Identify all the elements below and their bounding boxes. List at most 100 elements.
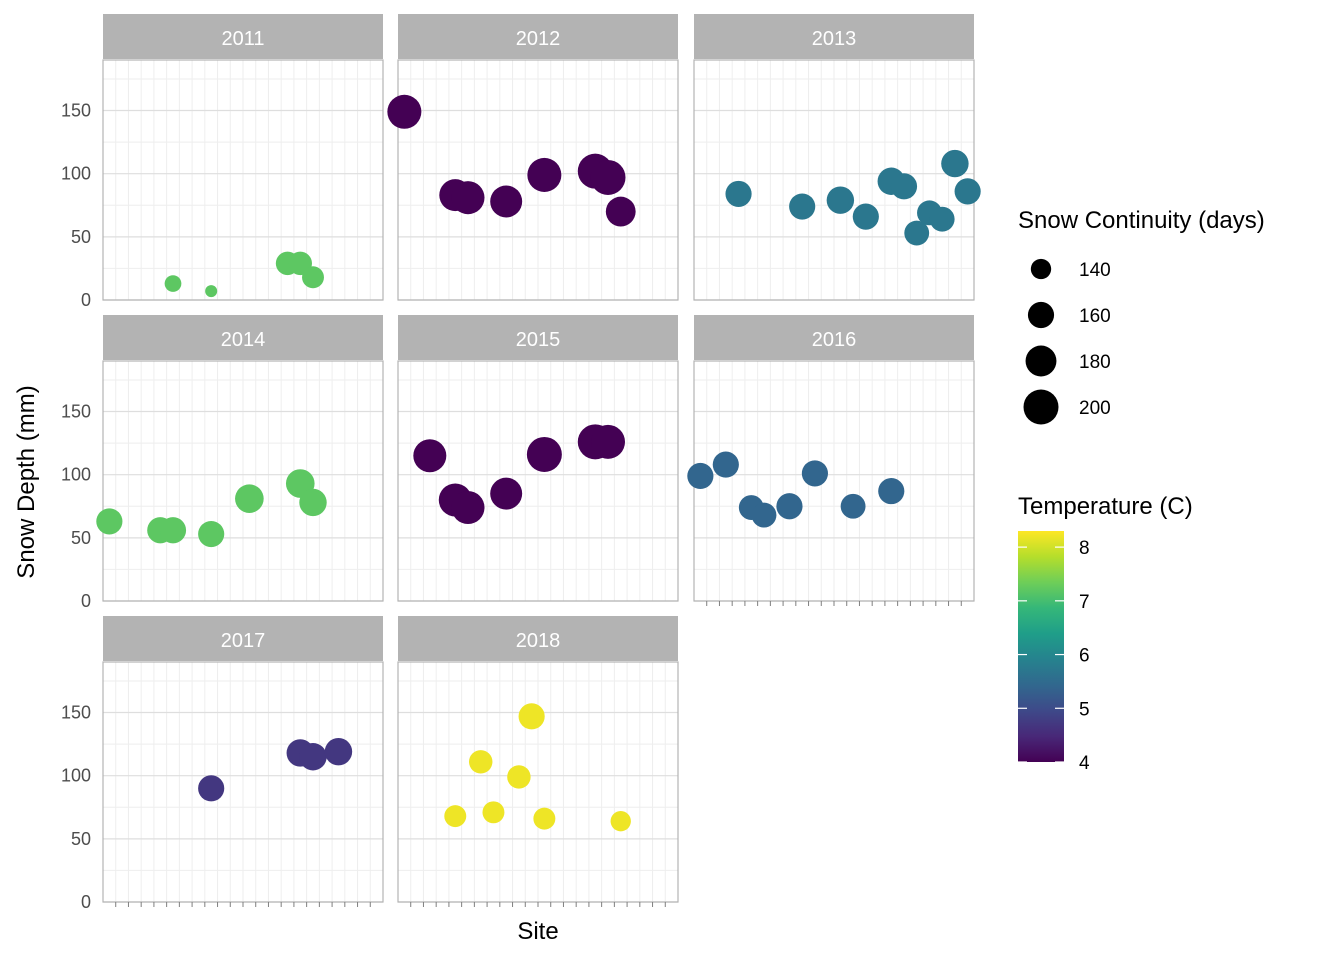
- data-point: [941, 149, 969, 178]
- facet-strip: [398, 315, 678, 360]
- data-point: [469, 750, 493, 774]
- facet-strip-label: 2015: [516, 329, 561, 351]
- x-axis-title: Site: [517, 918, 558, 945]
- data-point: [954, 178, 981, 205]
- data-point: [444, 805, 467, 828]
- y-tick-label: 100: [61, 465, 91, 485]
- color-legend-title: Temperature (C): [1018, 493, 1193, 520]
- color-legend-label: 6: [1079, 646, 1090, 667]
- data-point: [482, 801, 505, 824]
- color-legend-label: 7: [1079, 592, 1090, 613]
- color-legend-label: 5: [1079, 699, 1090, 720]
- y-tick-label: 50: [71, 227, 91, 247]
- y-tick-label: 150: [61, 703, 91, 723]
- facet-strip-label: 2011: [221, 28, 264, 50]
- data-point: [490, 477, 523, 510]
- facet-strip: [398, 616, 678, 661]
- panel-border: [102, 59, 384, 301]
- data-point: [299, 743, 327, 771]
- color-legend-bar: [1018, 531, 1064, 762]
- facet-strip-label: 2017: [221, 630, 266, 652]
- size-legend-title: Snow Continuity (days): [1018, 207, 1265, 234]
- data-point: [198, 775, 225, 802]
- data-point: [687, 462, 714, 490]
- y-tick-label: 50: [71, 829, 91, 849]
- facet-strip: [103, 14, 383, 59]
- color-legend: Temperature (C) 4 5 6 7 8: [1018, 493, 1193, 774]
- panel-border: [102, 360, 384, 602]
- data-point: [526, 436, 562, 472]
- data-point: [159, 517, 187, 544]
- facet-panel-2011: 2011 0 50 100 150: [61, 14, 384, 310]
- facet-panel-2014: 2014 0 50 100 150: [61, 315, 384, 611]
- color-legend-label: 8: [1079, 538, 1090, 559]
- y-tick-label: 100: [61, 766, 91, 786]
- data-point: [852, 203, 879, 230]
- facet-panel-2013: 2013: [693, 14, 981, 301]
- y-tick-label: 50: [71, 528, 91, 548]
- size-legend-key: [1025, 345, 1057, 377]
- data-point: [518, 703, 545, 730]
- data-point: [605, 196, 636, 227]
- facet-strip: [103, 315, 383, 360]
- y-tick-label: 150: [61, 402, 91, 422]
- data-point: [610, 810, 631, 832]
- facet-panel-2018: 2018: [397, 616, 679, 907]
- facet-strip: [694, 14, 974, 59]
- size-legend-key: [1030, 258, 1052, 280]
- facet-panel-2015: 2015: [397, 315, 679, 602]
- facet-strip: [398, 14, 678, 59]
- facet-strip-label: 2013: [812, 28, 857, 50]
- data-point: [590, 424, 626, 459]
- facet-panel-2016: 2016: [687, 315, 975, 606]
- data-point: [451, 491, 485, 525]
- y-tick-label: 100: [61, 164, 91, 184]
- data-point: [840, 493, 866, 519]
- size-legend-key: [1027, 301, 1055, 329]
- data-point: [235, 484, 264, 513]
- data-point: [904, 220, 930, 246]
- y-axis-title: Snow Depth (mm): [13, 385, 40, 578]
- data-point: [507, 765, 531, 789]
- facet-strip-label: 2012: [516, 28, 561, 50]
- y-tick-label: 0: [81, 892, 91, 912]
- data-point: [751, 502, 777, 528]
- facet-strip: [694, 315, 974, 360]
- size-legend: Snow Continuity (days) 140 160 180 200: [1018, 207, 1265, 425]
- data-point: [164, 275, 182, 292]
- data-point: [929, 206, 955, 232]
- panel-border: [397, 360, 679, 602]
- data-point: [527, 157, 562, 192]
- facet-strip-label: 2016: [812, 329, 857, 351]
- data-point: [451, 181, 485, 215]
- color-legend-label: 4: [1079, 753, 1090, 774]
- data-point: [387, 94, 422, 129]
- data-point: [801, 460, 828, 487]
- data-point: [878, 478, 905, 505]
- data-point: [205, 285, 218, 298]
- data-point: [712, 451, 739, 478]
- data-point: [789, 193, 816, 220]
- data-point: [533, 807, 556, 830]
- facet-panel-2017: 2017 0 50 100 150: [61, 616, 384, 912]
- y-tick-label: 150: [61, 101, 91, 121]
- data-point: [826, 186, 855, 214]
- data-point: [490, 185, 523, 218]
- size-legend-key: [1023, 389, 1059, 425]
- size-legend-label: 200: [1079, 398, 1111, 419]
- y-tick-label: 0: [81, 290, 91, 310]
- data-point: [324, 737, 353, 766]
- panel-border: [397, 59, 679, 301]
- data-point: [890, 173, 918, 200]
- data-point: [590, 159, 626, 195]
- y-tick-label: 0: [81, 591, 91, 611]
- facet-strip: [103, 616, 383, 661]
- size-legend-label: 180: [1079, 352, 1111, 373]
- data-point: [299, 488, 327, 517]
- facet-panel-2012: 2012: [387, 14, 679, 301]
- data-point: [725, 180, 752, 207]
- data-point: [776, 493, 803, 520]
- facet-strip-label: 2014: [221, 329, 266, 351]
- data-point: [413, 439, 447, 473]
